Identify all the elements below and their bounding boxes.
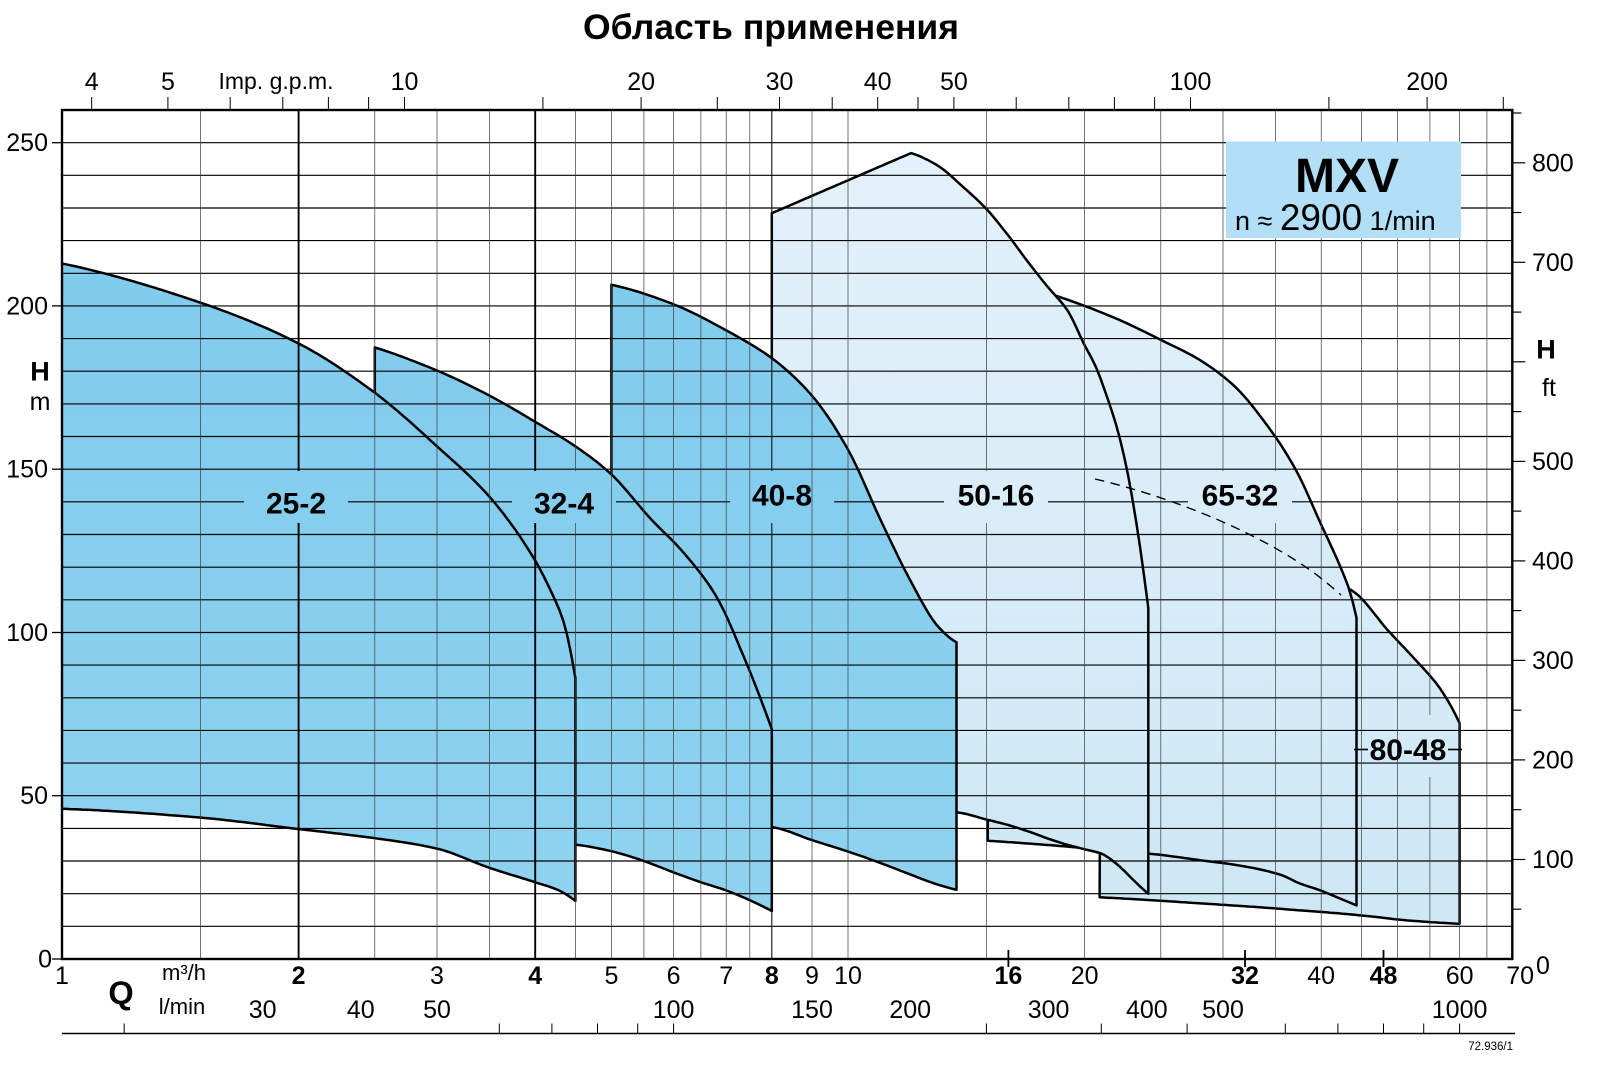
svg-text:40: 40 bbox=[864, 68, 892, 96]
svg-text:9: 9 bbox=[805, 962, 819, 990]
svg-text:150: 150 bbox=[791, 996, 833, 1024]
svg-text:30: 30 bbox=[766, 68, 794, 96]
svg-text:ft: ft bbox=[1542, 374, 1556, 402]
svg-text:30: 30 bbox=[249, 996, 277, 1024]
svg-text:6: 6 bbox=[667, 962, 681, 990]
svg-text:7: 7 bbox=[719, 962, 733, 990]
svg-text:20: 20 bbox=[1071, 962, 1099, 990]
svg-text:10: 10 bbox=[834, 962, 862, 990]
svg-text:H: H bbox=[30, 357, 50, 387]
svg-text:60: 60 bbox=[1446, 962, 1474, 990]
svg-text:100: 100 bbox=[1532, 846, 1574, 874]
svg-text:400: 400 bbox=[1532, 547, 1574, 575]
svg-text:Область применения: Область применения bbox=[583, 7, 959, 47]
svg-text:700: 700 bbox=[1532, 249, 1574, 277]
svg-text:25-2: 25-2 bbox=[266, 488, 326, 521]
svg-text:5: 5 bbox=[161, 68, 175, 96]
svg-text:MXV: MXV bbox=[1295, 150, 1399, 203]
svg-text:300: 300 bbox=[1532, 647, 1574, 675]
svg-text:3: 3 bbox=[430, 962, 444, 990]
svg-text:0: 0 bbox=[1536, 952, 1550, 980]
svg-text:20: 20 bbox=[627, 68, 655, 96]
svg-text:70: 70 bbox=[1506, 962, 1534, 990]
svg-text:40: 40 bbox=[347, 996, 375, 1024]
svg-text:100: 100 bbox=[1170, 68, 1212, 96]
svg-text:1: 1 bbox=[55, 962, 69, 990]
svg-text:5: 5 bbox=[604, 962, 618, 990]
svg-text:200: 200 bbox=[1406, 68, 1448, 96]
svg-text:4: 4 bbox=[528, 962, 542, 990]
svg-text:l/min: l/min bbox=[159, 994, 205, 1019]
svg-text:50: 50 bbox=[940, 68, 968, 96]
svg-text:2: 2 bbox=[292, 962, 306, 990]
svg-text:8: 8 bbox=[765, 962, 779, 990]
svg-text:250: 250 bbox=[6, 129, 48, 157]
svg-text:400: 400 bbox=[1126, 996, 1168, 1024]
svg-text:40-8: 40-8 bbox=[752, 480, 812, 513]
svg-text:50: 50 bbox=[423, 996, 451, 1024]
svg-text:4: 4 bbox=[85, 68, 99, 96]
svg-text:H: H bbox=[1536, 335, 1556, 365]
svg-text:Imp. g.p.m.: Imp. g.p.m. bbox=[218, 68, 333, 94]
svg-text:500: 500 bbox=[1202, 996, 1244, 1024]
svg-text:72.936/1: 72.936/1 bbox=[1468, 1041, 1513, 1053]
svg-text:10: 10 bbox=[391, 68, 419, 96]
svg-text:300: 300 bbox=[1028, 996, 1070, 1024]
svg-text:80-48: 80-48 bbox=[1370, 734, 1447, 767]
svg-text:500: 500 bbox=[1532, 448, 1574, 476]
svg-text:1000: 1000 bbox=[1432, 996, 1488, 1024]
svg-text:40: 40 bbox=[1307, 962, 1335, 990]
svg-text:0: 0 bbox=[38, 946, 52, 974]
svg-text:50: 50 bbox=[20, 782, 48, 810]
svg-text:m³/h: m³/h bbox=[162, 960, 206, 985]
svg-text:50-16: 50-16 bbox=[958, 480, 1035, 513]
svg-text:200: 200 bbox=[6, 292, 48, 320]
svg-text:65-32: 65-32 bbox=[1202, 480, 1279, 513]
svg-text:150: 150 bbox=[6, 456, 48, 484]
svg-text:100: 100 bbox=[6, 619, 48, 647]
svg-text:800: 800 bbox=[1532, 149, 1574, 177]
svg-text:100: 100 bbox=[653, 996, 695, 1024]
svg-text:m: m bbox=[30, 388, 51, 416]
svg-text:200: 200 bbox=[889, 996, 931, 1024]
svg-text:32-4: 32-4 bbox=[534, 488, 594, 521]
svg-text:200: 200 bbox=[1532, 746, 1574, 774]
svg-text:Q: Q bbox=[108, 975, 133, 1011]
